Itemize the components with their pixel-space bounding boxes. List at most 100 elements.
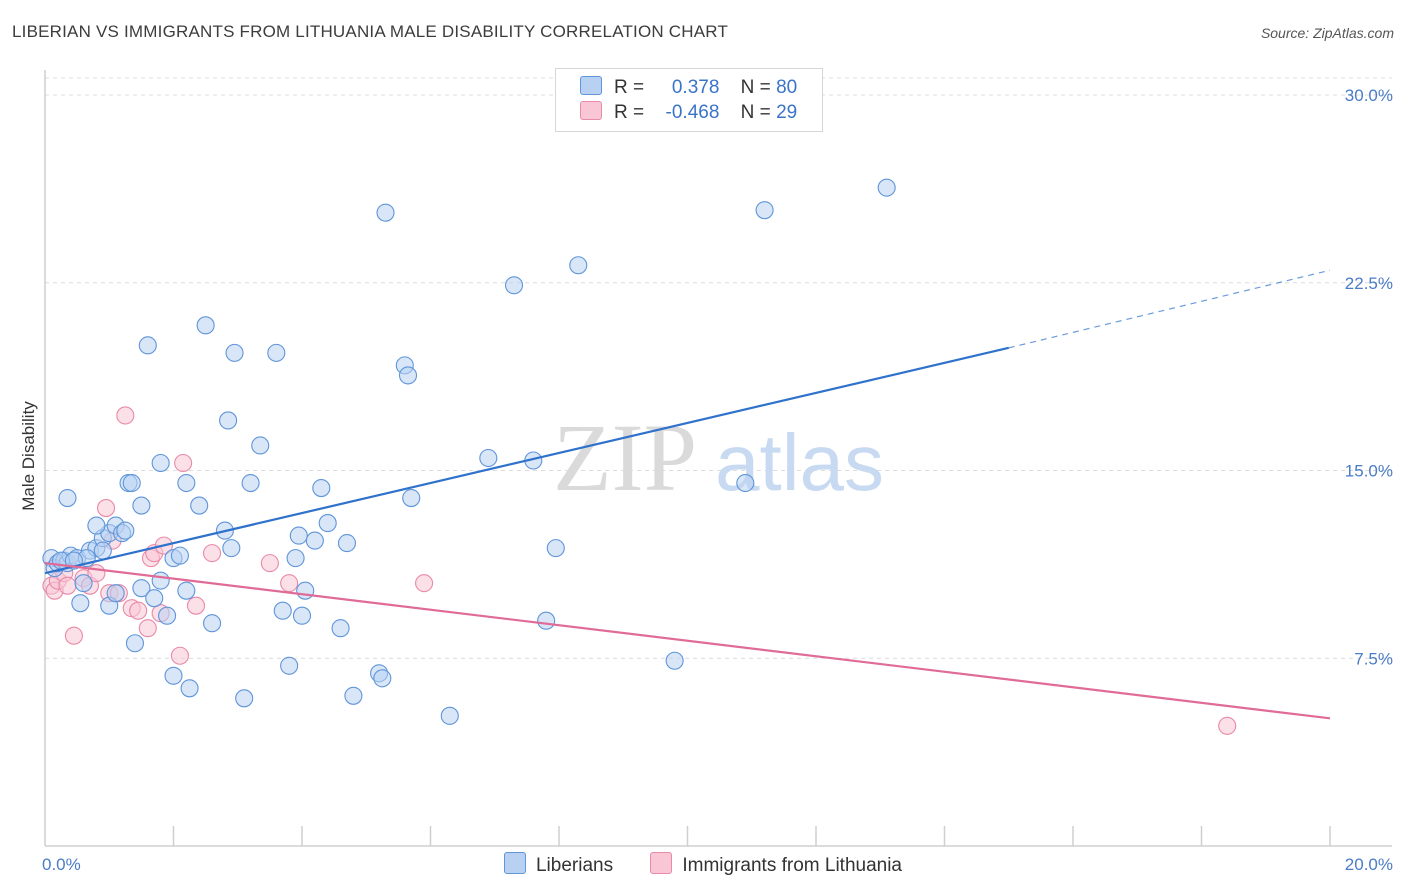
data-point-liberians bbox=[286, 549, 305, 568]
data-point-liberians bbox=[312, 478, 331, 498]
legend-swatch-blue bbox=[580, 76, 602, 95]
data-point-liberians bbox=[93, 541, 112, 560]
data-point-liberians bbox=[373, 669, 392, 688]
trend-line-liberians bbox=[44, 346, 1010, 575]
data-point-liberians bbox=[241, 473, 260, 493]
data-point-liberians bbox=[151, 453, 170, 473]
data-point-liberians bbox=[289, 526, 308, 545]
data-point-liberians bbox=[504, 276, 524, 295]
data-point-liberians bbox=[537, 611, 556, 630]
legend-r-label: R = bbox=[614, 102, 645, 123]
data-point-liberians bbox=[546, 539, 565, 558]
data-point-lithuania bbox=[96, 499, 116, 518]
data-point-liberians bbox=[71, 594, 90, 613]
data-point-liberians bbox=[74, 574, 93, 593]
data-point-liberians bbox=[376, 203, 395, 222]
bottom-legend-swatch-blue bbox=[503, 852, 526, 874]
chart-title: LIBERIAN VS IMMIGRANTS FROM LITHUANIA MA… bbox=[12, 22, 729, 41]
data-point-liberians bbox=[151, 571, 170, 590]
data-point-liberians bbox=[755, 201, 774, 220]
data-point-liberians bbox=[569, 256, 588, 275]
data-point-liberians bbox=[58, 489, 77, 508]
data-point-liberians bbox=[296, 581, 315, 600]
y-axis-label: Male Disability bbox=[19, 401, 38, 511]
legend-r-label: R = bbox=[614, 77, 645, 98]
y-tick-label: 30.0% bbox=[1345, 86, 1393, 105]
data-point-liberians bbox=[318, 514, 337, 533]
legend-row-liberians: R = 0.378 N = 80 bbox=[580, 76, 797, 102]
legend-row-lithuania: R = -0.468 N = 29 bbox=[580, 101, 797, 127]
data-point-liberians bbox=[170, 546, 189, 565]
watermark-atlas: atlas bbox=[715, 418, 884, 507]
data-point-liberians bbox=[116, 521, 135, 540]
legend-n-value-liberians: 80 bbox=[776, 77, 798, 98]
data-point-lithuania bbox=[260, 554, 279, 573]
data-point-liberians bbox=[292, 606, 312, 625]
data-point-liberians bbox=[164, 666, 183, 685]
data-point-liberians bbox=[87, 516, 106, 535]
data-point-liberians bbox=[305, 531, 324, 550]
legend-r-value-liberians: 0.378 bbox=[671, 77, 720, 98]
data-point-lithuania bbox=[138, 619, 157, 638]
data-point-liberians bbox=[106, 584, 125, 603]
data-point-liberians bbox=[736, 473, 755, 493]
data-point-liberians bbox=[219, 411, 238, 430]
data-point-liberians bbox=[402, 489, 421, 508]
legend-n-label: N = bbox=[740, 77, 771, 98]
legend-box: R = 0.378 N = 80 R = -0.468 N = 29 bbox=[555, 68, 823, 132]
data-point-liberians bbox=[479, 448, 498, 468]
legend-n-value-lithuania: 29 bbox=[776, 102, 798, 123]
y-tick-label: 22.5% bbox=[1345, 274, 1393, 293]
watermark: ZIP atlas bbox=[553, 404, 884, 511]
trend-line-lithuania bbox=[44, 562, 1331, 720]
y-tick-label: 7.5% bbox=[1354, 649, 1393, 668]
data-point-liberians bbox=[145, 589, 164, 608]
data-point-lithuania bbox=[1218, 716, 1237, 735]
data-point-liberians bbox=[440, 706, 459, 725]
data-point-liberians bbox=[158, 606, 177, 625]
data-point-liberians bbox=[177, 473, 196, 493]
legend-r-value-lithuania: -0.468 bbox=[665, 102, 720, 123]
data-point-liberians bbox=[122, 473, 141, 493]
data-point-liberians bbox=[132, 496, 151, 515]
legend-n-label: N = bbox=[740, 102, 771, 123]
data-point-liberians bbox=[125, 634, 144, 653]
bottom-legend-lithuania: Immigrants from Lithuania bbox=[650, 852, 902, 877]
data-point-liberians bbox=[180, 679, 199, 698]
data-point-liberians bbox=[337, 534, 357, 553]
data-point-lithuania bbox=[280, 574, 299, 593]
y-tick-label: 15.0% bbox=[1345, 462, 1393, 481]
bottom-legend-label-liberians: Liberians bbox=[535, 855, 614, 876]
trend-line-liberians-extension bbox=[1008, 269, 1331, 349]
data-point-liberians bbox=[235, 689, 254, 708]
data-point-liberians bbox=[196, 316, 215, 335]
bottom-legend-liberians: Liberians bbox=[503, 852, 614, 877]
data-point-lithuania bbox=[203, 544, 222, 563]
data-point-liberians bbox=[190, 496, 209, 515]
bottom-legend-label-lithuania: Immigrants from Lithuania bbox=[682, 855, 903, 876]
data-point-liberians bbox=[344, 686, 363, 705]
data-point-liberians bbox=[665, 651, 684, 670]
data-point-liberians bbox=[331, 619, 350, 638]
data-point-liberians bbox=[177, 581, 196, 600]
data-point-liberians bbox=[273, 601, 292, 620]
data-point-lithuania bbox=[116, 406, 135, 425]
y-tick-labels: 7.5% 15.0% 22.5% 30.0% bbox=[1345, 86, 1393, 668]
x-tick-labels: 0.0% 20.0% bbox=[42, 855, 1393, 874]
trend-lines bbox=[44, 269, 1331, 720]
x-tick-label-min: 0.0% bbox=[42, 855, 81, 874]
data-point-lithuania bbox=[170, 646, 189, 665]
data-point-lithuania bbox=[186, 596, 206, 615]
data-point-liberians bbox=[267, 343, 286, 362]
data-point-lithuania bbox=[129, 601, 148, 620]
axes bbox=[44, 70, 1392, 847]
data-point-liberians bbox=[225, 343, 244, 362]
data-point-liberians bbox=[203, 614, 222, 633]
data-point-lithuania bbox=[415, 574, 434, 593]
source-label: Source: ZipAtlas.com bbox=[1260, 25, 1394, 41]
bottom-legend-swatch-pink bbox=[650, 852, 673, 874]
series-liberians bbox=[42, 178, 896, 725]
data-point-liberians bbox=[280, 656, 299, 675]
data-point-liberians bbox=[398, 366, 418, 385]
